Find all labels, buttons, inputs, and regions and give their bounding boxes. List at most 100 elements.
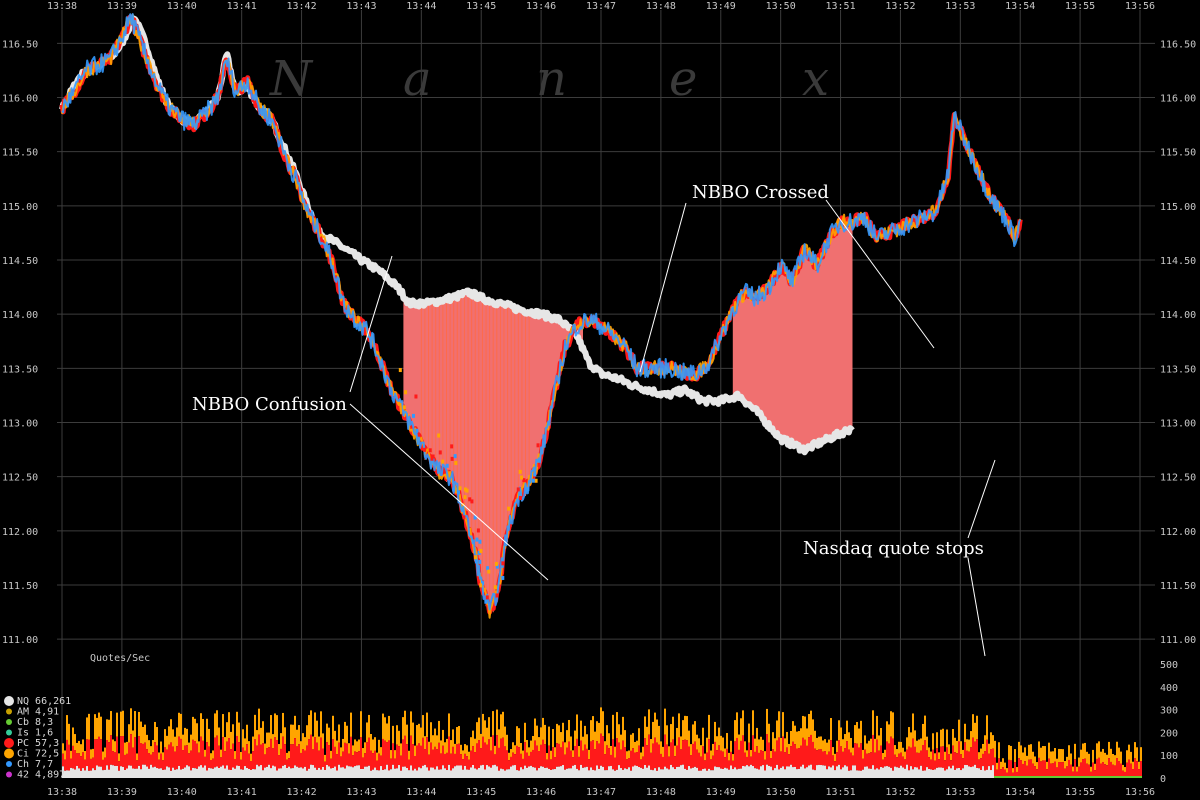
- volume-bar-ci: [636, 740, 638, 753]
- watermark-letter: x: [802, 51, 829, 107]
- volume-bar-ci: [1130, 751, 1132, 764]
- volume-bar-pc: [814, 748, 816, 771]
- volume-bar-ci: [842, 739, 844, 752]
- volume-bar-pc: [920, 750, 922, 766]
- volume-bar-nq: [422, 765, 424, 778]
- volume-bar-nq: [350, 766, 352, 778]
- volume-bar-nq: [796, 769, 798, 778]
- volume-bar-pc: [250, 761, 252, 770]
- volume-bar-ci: [858, 728, 860, 748]
- trade-dot: [404, 390, 408, 395]
- trade-dot: [431, 454, 435, 459]
- volume-bar-nq: [352, 767, 354, 778]
- volume-bar-nq: [842, 767, 844, 778]
- volume-bar-ci: [504, 726, 506, 747]
- volume-bar-nq: [802, 764, 804, 778]
- volume-bar-pc: [192, 739, 194, 768]
- volume-bar-pc: [326, 742, 328, 765]
- volume-bar-ci: [992, 735, 994, 749]
- volume-bar-cb: [1036, 776, 1038, 778]
- volume-bar-nq: [302, 768, 304, 778]
- volume-bar-ci: [660, 741, 662, 754]
- volume-bar-pc: [358, 751, 360, 766]
- volume-bar-pc: [440, 753, 442, 770]
- volume-bar-ci: [866, 743, 868, 754]
- volume-bar-pc: [430, 742, 432, 768]
- volume-bar-nq: [68, 770, 70, 778]
- volume-bar-ci: [532, 735, 534, 750]
- volume-bar-nq: [658, 767, 660, 778]
- volume-bar-nq: [484, 769, 486, 778]
- volume-bar-pc: [542, 739, 544, 767]
- volume-bar-ci: [654, 712, 656, 738]
- volume-bar-pc: [564, 754, 566, 770]
- volume-bar-pc: [838, 740, 840, 765]
- trade-dot: [414, 394, 418, 399]
- volume-bar-pc: [246, 744, 248, 768]
- volume-bar-nq: [808, 765, 810, 778]
- volume-bar-pc: [340, 756, 342, 768]
- volume-bar-ci: [112, 739, 114, 752]
- volume-bar-ci: [1016, 767, 1018, 772]
- volume-bar-pc: [450, 753, 452, 771]
- volume-bar-pc: [940, 746, 942, 768]
- volume-bar-pc: [376, 760, 378, 771]
- trade-dot: [398, 368, 402, 373]
- volume-bar-nq: [276, 770, 278, 778]
- volume-bar-ci: [828, 739, 830, 752]
- volume-bar-pc: [366, 742, 368, 767]
- volume-bar-pc: [428, 754, 430, 771]
- volume-bar-nq: [90, 770, 92, 778]
- y-tick-label-left: 116.50: [2, 39, 38, 50]
- volume-bar-ci: [998, 742, 1000, 759]
- volume-bar-pc: [1016, 771, 1018, 778]
- volume-bar-ci: [338, 724, 340, 743]
- volume-bar-nq: [396, 768, 398, 778]
- volume-bar-nq: [416, 770, 418, 778]
- volume-bar-ci: [990, 732, 992, 750]
- volume-bar-ci: [686, 716, 688, 741]
- volume-bar-ci: [772, 732, 774, 750]
- volume-bar-nq: [798, 768, 800, 778]
- volume-bar-pc: [314, 737, 316, 768]
- volume-bar-pc: [472, 746, 474, 765]
- volume-bar-ci: [344, 721, 346, 743]
- volume-bar-ci: [860, 720, 862, 744]
- volume-bar-pc: [902, 756, 904, 768]
- volume-bar-nq: [520, 767, 522, 778]
- volume-bar-ci: [602, 711, 604, 737]
- volume-bar-cb: [1052, 776, 1054, 778]
- volume-bar-ci: [844, 734, 846, 749]
- volume-bar-pc: [1108, 758, 1110, 778]
- volume-bar-pc: [576, 738, 578, 769]
- volume-bar-pc: [154, 742, 156, 767]
- volume-bar-ci: [114, 741, 116, 753]
- volume-bar-ci: [944, 751, 946, 761]
- volume-bar-ci: [222, 714, 224, 738]
- volume-bar-nq: [78, 768, 80, 778]
- volume-bar-pc: [568, 741, 570, 769]
- volume-bar-pc: [108, 742, 110, 770]
- volume-bar-nq: [222, 765, 224, 778]
- annotations: NBBO Crossed NBBO Confusion Nasdaq quote…: [192, 182, 996, 657]
- volume-bar-nq: [426, 767, 428, 778]
- volume-bar-cb: [1008, 776, 1010, 778]
- volume-bar-ci: [294, 715, 296, 739]
- volume-bar-pc: [264, 754, 266, 768]
- volume-bar-nq: [906, 764, 908, 778]
- volume-bar-nq: [460, 765, 462, 778]
- volume-bar-nq: [464, 765, 466, 778]
- volume-bar-nq: [586, 766, 588, 778]
- volume-bar-pc: [858, 747, 860, 771]
- volume-bar-pc: [1026, 765, 1028, 778]
- volume-bar-nq: [320, 769, 322, 778]
- volume-bar-ci: [512, 742, 514, 753]
- volume-bar-ci: [880, 727, 882, 746]
- volume-bar-nq: [346, 765, 348, 778]
- volume-bar-pc: [1054, 761, 1056, 778]
- volume-bar-ci: [320, 711, 322, 738]
- trade-dot: [522, 478, 526, 483]
- volume-bar-pc: [76, 753, 78, 766]
- volume-bar-pc: [966, 750, 968, 766]
